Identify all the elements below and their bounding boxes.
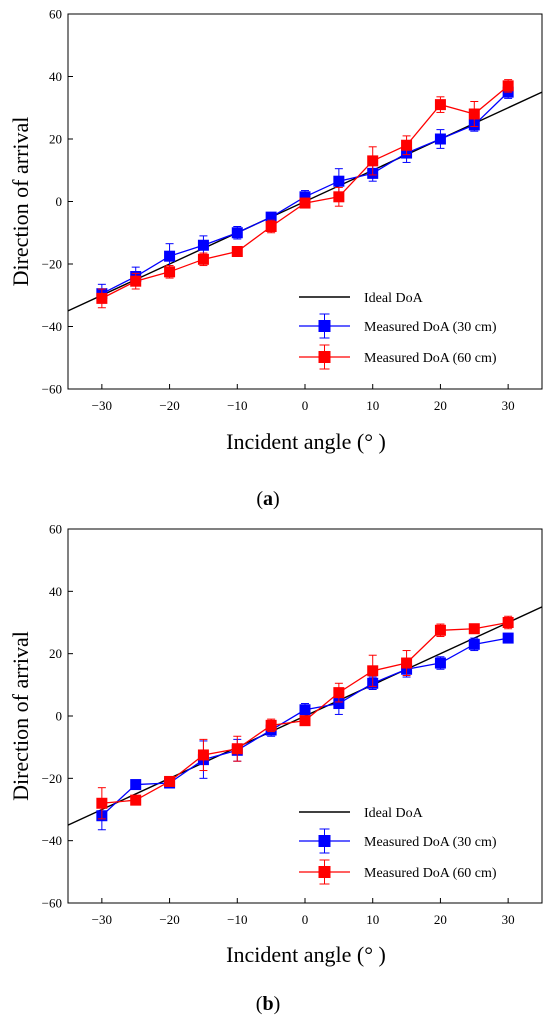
x-tick-label: 30 <box>502 912 515 927</box>
series-60cm-point <box>299 197 311 209</box>
y-tick-label: −20 <box>42 257 62 272</box>
chart-panel-2: −30 −20 −10 0 10 20 30 60 40 20 0 −20 −40 −60 Incident… <box>8 522 543 1015</box>
series-30cm-point <box>502 632 514 644</box>
series-30cm-line <box>101 637 509 817</box>
series-60cm-point <box>333 687 345 699</box>
series-60cm-point <box>96 292 108 304</box>
legend-label-ideal: Ideal DoA <box>364 806 424 821</box>
series-60cm-point <box>367 665 379 677</box>
series-30cm-point <box>434 133 446 145</box>
series-60cm-point <box>299 715 311 727</box>
legend-60cm-swatch-marker <box>318 351 331 363</box>
y-tick-label: 60 <box>49 522 62 537</box>
y-tick-label: 0 <box>56 709 63 724</box>
series-60cm-point <box>231 246 243 257</box>
x-axis-title: Incident angle (° ) <box>226 942 386 967</box>
x-tick-label: 20 <box>434 398 447 413</box>
legend-60cm-label: Measured DoA (60 cm) <box>364 351 497 366</box>
series-60cm-point <box>468 108 480 120</box>
series-60cm-point <box>333 191 345 203</box>
legend-30cm-label: Measured DoA (30 cm) <box>364 835 497 850</box>
series-60cm-point <box>265 221 277 232</box>
series-30cm-point <box>333 698 345 710</box>
x-axis-title: Incident angle (° ) <box>226 429 386 454</box>
series-60cm-point <box>197 749 209 761</box>
series-60cm-point <box>434 99 446 111</box>
y-tick-label: 40 <box>49 584 62 599</box>
y-axis-title: Direction of arrival <box>8 631 33 801</box>
panel-caption: (a) <box>256 488 279 510</box>
legend-30cm-label: Measured DoA (30 cm) <box>364 320 497 335</box>
series-60cm-point <box>265 719 277 731</box>
series-60cm-point <box>197 253 209 265</box>
y-axis-title: Direction of arrival <box>8 117 33 287</box>
series-30cm-point <box>299 704 311 716</box>
series-30cm-point <box>130 779 142 791</box>
y-tick-label: 0 <box>56 194 63 209</box>
series-60cm-point <box>164 775 176 787</box>
series-60cm-point <box>502 617 514 628</box>
chart-panel-1: −30 −20 −10 0 10 20 30 60 40 20 0 −20 −40 −60 Incident… <box>8 7 543 510</box>
x-tick-label: 30 <box>502 398 515 413</box>
series-60cm-point <box>367 155 379 167</box>
y-tick-label: 60 <box>49 7 62 22</box>
y-tick-label: −40 <box>42 833 62 848</box>
series-30cm-point <box>333 175 345 187</box>
series-30cm-point <box>265 211 277 223</box>
series-30cm-point <box>197 239 209 251</box>
x-tick-label: −20 <box>159 912 179 927</box>
series-60cm-point <box>401 657 413 669</box>
series-60cm-point <box>231 743 243 755</box>
x-tick-label: −10 <box>227 912 247 927</box>
x-tick-label: 0 <box>302 398 309 413</box>
y-tick-label: 20 <box>49 132 62 147</box>
series-60cm-point <box>401 139 413 151</box>
series-60cm-point <box>502 80 514 92</box>
series-30cm-point <box>164 250 176 262</box>
series-60cm-point <box>434 624 446 636</box>
x-tick-label: 10 <box>366 398 379 413</box>
series-60cm-point <box>130 275 142 287</box>
x-tick-label: −20 <box>159 398 179 413</box>
series-60cm-point <box>468 623 480 635</box>
x-tick-label: 20 <box>434 912 447 927</box>
y-tick-label: −40 <box>42 319 62 334</box>
legend-label-ideal: Ideal DoA <box>364 291 424 306</box>
series-30cm-point <box>299 191 311 203</box>
y-tick-label: 20 <box>49 646 62 661</box>
panel-caption: (b) <box>256 993 280 1015</box>
series-60cm-point <box>164 266 176 278</box>
y-tick-label: 40 <box>49 69 62 84</box>
series-60cm-point <box>130 794 142 806</box>
legend-60cm-label: Measured DoA (60 cm) <box>364 866 497 881</box>
series-30cm-point <box>231 227 243 239</box>
x-tick-label: −30 <box>92 912 112 927</box>
legend-30cm-swatch-marker <box>318 835 331 847</box>
x-tick-label: 0 <box>302 912 309 927</box>
series-30cm-point <box>468 638 480 650</box>
y-tick-label: −20 <box>42 771 62 786</box>
y-tick-label: −60 <box>42 896 62 911</box>
x-tick-label: −10 <box>227 398 247 413</box>
series-30cm-point <box>434 657 446 669</box>
series-60cm-point <box>96 797 108 809</box>
x-tick-label: 10 <box>366 912 379 927</box>
x-tick-label: −30 <box>92 398 112 413</box>
y-tick-label: −60 <box>42 382 62 397</box>
legend-60cm-swatch-marker <box>318 866 331 878</box>
legend-30cm-swatch-marker <box>318 320 331 332</box>
